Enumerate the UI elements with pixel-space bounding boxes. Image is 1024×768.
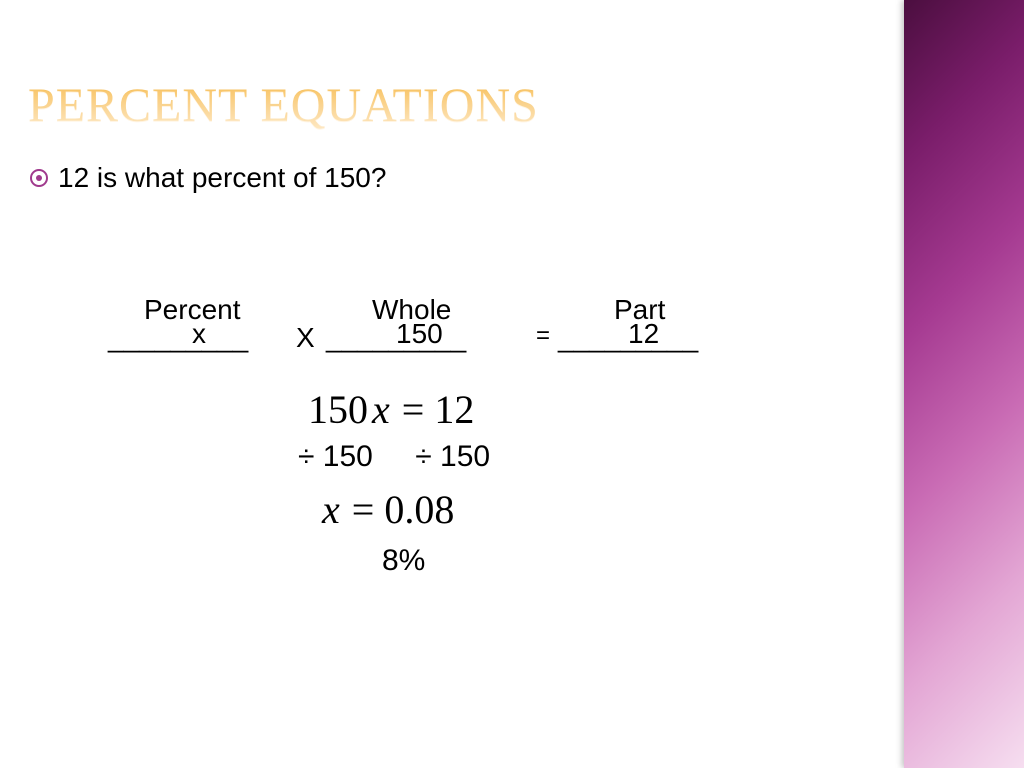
setup-row: _________ X _________ = _________ Percen… bbox=[108, 300, 828, 370]
eq1-var: x bbox=[372, 387, 390, 432]
divide-row: ÷ 150 ÷ 150 bbox=[298, 440, 490, 474]
equation-step-2: x = 0.08 bbox=[322, 486, 454, 533]
final-answer: 8% bbox=[382, 544, 425, 578]
equation-step-1: 150x = 12 bbox=[308, 386, 474, 433]
eq1-eq: = bbox=[402, 387, 425, 432]
equation-area: _________ X _________ = _________ Percen… bbox=[108, 300, 828, 370]
eq1-coef: 150 bbox=[308, 387, 368, 432]
blank-percent: _________ bbox=[108, 322, 248, 354]
divide-left: ÷ 150 bbox=[298, 440, 373, 474]
multiply-symbol: X bbox=[296, 322, 315, 354]
slide-title: PERCENT EQUATIONS bbox=[28, 78, 539, 133]
eq2-eq: = bbox=[352, 487, 375, 532]
divide-right: ÷ 150 bbox=[415, 440, 490, 474]
eq2-rhs: 0.08 bbox=[384, 487, 454, 532]
eq2-var: x bbox=[322, 487, 340, 532]
value-whole: 150 bbox=[396, 318, 443, 350]
value-part: 12 bbox=[628, 318, 659, 350]
bullet-marker-icon bbox=[30, 169, 48, 187]
bullet-row: 12 is what percent of 150? bbox=[30, 162, 386, 194]
side-gradient-bar bbox=[904, 0, 1024, 768]
slide: PERCENT EQUATIONS 12 is what percent of … bbox=[0, 0, 1024, 768]
eq1-rhs: 12 bbox=[434, 387, 474, 432]
equals-symbol: = bbox=[536, 322, 550, 350]
bullet-text: 12 is what percent of 150? bbox=[58, 162, 386, 194]
value-percent: x bbox=[192, 318, 206, 350]
